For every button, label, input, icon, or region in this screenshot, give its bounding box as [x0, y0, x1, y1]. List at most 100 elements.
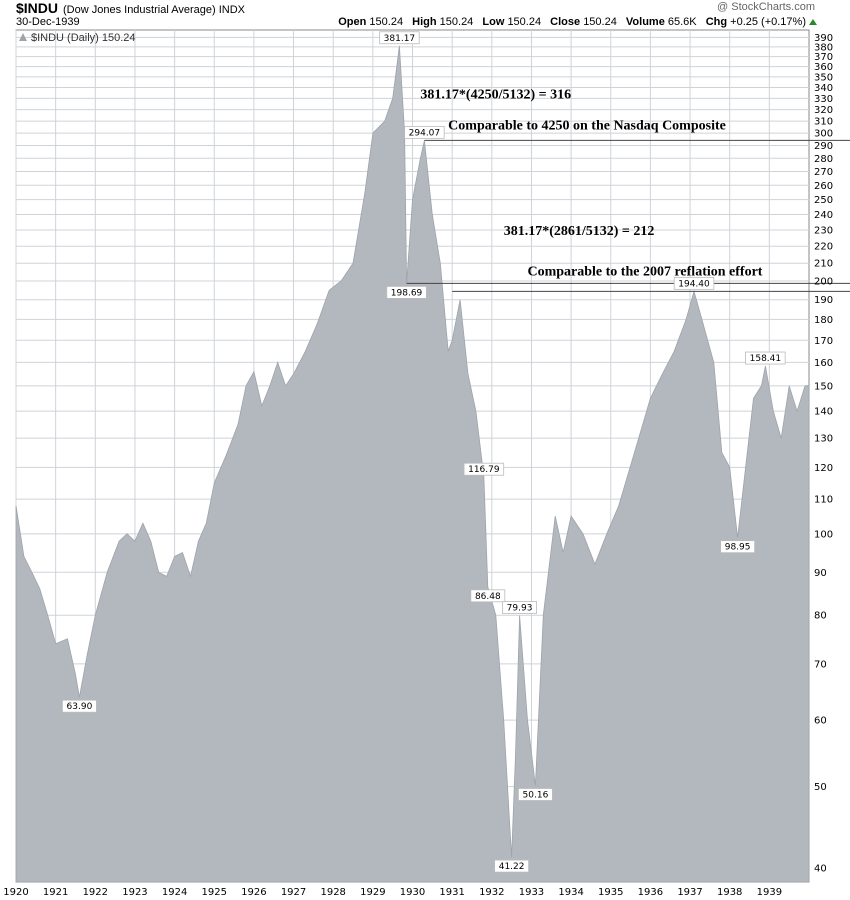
x-tick-label: 1921 — [43, 887, 68, 898]
price-callout: 198.69 — [386, 285, 427, 299]
y-tick-label: 250 — [814, 195, 833, 206]
y-tick-label: 300 — [814, 129, 833, 140]
callout-box — [386, 285, 427, 299]
legend-entry: $INDU (Daily) 150.24 — [31, 32, 136, 44]
annotation-note: 381.17*(2861/5132) = 212 — [504, 224, 655, 239]
y-tick-label: 230 — [814, 226, 833, 237]
x-tick-label: 1933 — [519, 887, 544, 898]
callout-box — [518, 788, 553, 801]
up-arrow-icon — [809, 19, 817, 25]
x-tick-label: 1932 — [479, 887, 504, 898]
x-tick-label: 1922 — [83, 887, 108, 898]
quote-volume-label: Volume — [626, 16, 665, 28]
chart-date: 30-Dec-1939 — [16, 16, 80, 28]
quote-chg-value: +0.25 (+0.17%) — [730, 16, 806, 28]
y-tick-label: 330 — [814, 94, 833, 105]
x-tick-label: 1923 — [122, 887, 147, 898]
y-tick-label: 60 — [814, 716, 827, 727]
x-tick-label: 1927 — [281, 887, 306, 898]
callout-box — [463, 462, 505, 476]
y-tick-label: 340 — [814, 83, 833, 94]
y-tick-label: 110 — [814, 495, 833, 506]
y-tick-label: 240 — [814, 210, 833, 221]
quote-low-label: Low — [482, 16, 504, 28]
callout-box — [502, 601, 537, 614]
quote-bar: Open 150.24 High 150.24 Low 150.24 Close… — [338, 16, 806, 28]
y-tick-label: 50 — [814, 782, 827, 793]
y-tick-label: 260 — [814, 181, 833, 192]
y-tick-label: 100 — [814, 529, 833, 540]
quote-open-value: 150.24 — [369, 16, 403, 28]
y-tick-label: 370 — [814, 52, 833, 63]
y-tick-label: 90 — [814, 568, 827, 579]
chart-index-name: (Dow Jones Industrial Average) INDX — [63, 4, 246, 16]
quote-high-value: 150.24 — [440, 16, 474, 28]
quote-close-value: 150.24 — [583, 16, 617, 28]
price-callout: 158.41 — [745, 351, 786, 365]
price-area — [15, 45, 810, 883]
annotation-note: Comparable to 4250 on the Nasdaq Composi… — [448, 118, 726, 133]
x-tick-label: 1938 — [717, 887, 742, 898]
price-callout: 50.16 — [518, 788, 553, 801]
x-tick-label: 1930 — [400, 887, 425, 898]
callout-box — [404, 125, 445, 139]
x-tick-label: 1925 — [202, 887, 227, 898]
x-tick-label: 1935 — [598, 887, 623, 898]
callout-box — [470, 589, 506, 603]
y-tick-label: 360 — [814, 62, 833, 73]
y-tick-label: 310 — [814, 117, 833, 128]
price-callout: 98.95 — [720, 540, 756, 554]
chart-ticker: $INDU — [16, 0, 58, 16]
x-axis: 1920 1921 1922 1923 1924 1925 1926 1927 1928 1929… — [3, 887, 782, 898]
y-tick-label: 140 — [814, 407, 833, 418]
callout-text: 50.16 — [523, 790, 549, 800]
x-tick-label: 1939 — [757, 887, 782, 898]
y-tick-label: 280 — [814, 154, 833, 165]
peak-labels: 381.17 294.07 198.69 194.40 158.41 116.79 98.9… — [62, 31, 786, 873]
x-tick-label: 1937 — [677, 887, 702, 898]
callout-box — [494, 859, 530, 873]
x-tick-label: 1931 — [439, 887, 464, 898]
legend-swatch-icon — [19, 33, 27, 41]
y-tick-label: 320 — [814, 105, 833, 116]
callout-box — [62, 699, 97, 713]
quote-close-label: Close — [550, 16, 580, 28]
callout-box — [673, 276, 715, 290]
y-tick-label: 290 — [814, 141, 833, 152]
quote-chg-label: Chg — [706, 16, 727, 28]
callout-text: 79.93 — [507, 604, 533, 614]
annotation-notes: 381.17*(4250/5132) = 316 Comparable to 42… — [420, 87, 762, 279]
y-tick-label: 170 — [814, 336, 833, 347]
y-tick-label: 150 — [814, 381, 833, 392]
y-tick-label: 70 — [814, 659, 827, 670]
x-tick-label: 1924 — [162, 887, 187, 898]
callout-box — [379, 31, 420, 45]
price-callout: 294.07 — [404, 125, 445, 139]
x-tick-label: 1934 — [558, 887, 583, 898]
x-tick-label: 1926 — [241, 887, 266, 898]
x-tick-label: 1929 — [360, 887, 385, 898]
callout-text: 63.90 — [67, 702, 93, 712]
callout-text: 381.17 — [384, 34, 416, 44]
x-tick-label: 1936 — [638, 887, 663, 898]
price-callout: 86.48 — [470, 589, 506, 603]
quote-high-label: High — [412, 16, 437, 28]
callout-text: 116.79 — [468, 465, 500, 475]
quote-volume-value: 65.6K — [668, 16, 697, 28]
price-callout: 63.90 — [62, 699, 97, 713]
annotation-note: 381.17*(4250/5132) = 316 — [420, 87, 571, 102]
price-callout: 41.22 — [494, 859, 530, 873]
y-tick-label: 160 — [814, 358, 833, 369]
callout-text: 86.48 — [475, 592, 501, 602]
y-tick-label: 380 — [814, 42, 833, 53]
y-axis: 40 50 60 70 80 90 100 110 120 130 140 150 160 170 180 1… — [814, 33, 833, 875]
x-tick-label: 1920 — [3, 887, 28, 898]
quote-low-value: 150.24 — [507, 16, 541, 28]
callout-text: 294.07 — [409, 128, 441, 138]
quote-open-label: Open — [338, 16, 366, 28]
callout-box — [720, 540, 756, 554]
y-tick-label: 270 — [814, 167, 833, 178]
callout-text: 194.40 — [678, 279, 710, 289]
y-tick-label: 350 — [814, 72, 833, 83]
